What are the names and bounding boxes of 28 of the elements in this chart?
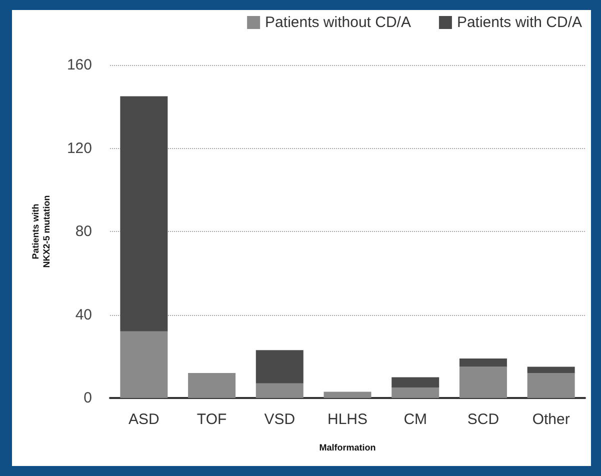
x-tick-label: SCD — [467, 411, 500, 428]
y-tick-label: 120 — [66, 140, 92, 157]
y-tick-label: 0 — [84, 390, 92, 406]
bar — [459, 366, 507, 398]
legend-label: Patients with CD/A — [456, 14, 582, 31]
x-tick-label: VSD — [264, 411, 296, 428]
bar — [256, 383, 304, 398]
bar — [324, 392, 372, 398]
bar — [527, 366, 575, 374]
y-tick-label: 80 — [75, 223, 92, 240]
x-axis-title: Malformation — [319, 442, 376, 452]
x-tick-label: HLHS — [327, 411, 368, 428]
x-tick-label: Other — [532, 411, 570, 428]
y-tick-label: 40 — [75, 306, 92, 324]
y-axis-title: Patients with NKX2-5 mutation — [30, 195, 52, 268]
x-tick-label: TOF — [196, 411, 227, 428]
bar — [120, 331, 168, 398]
y-tick-label: 160 — [66, 56, 92, 74]
bar — [188, 373, 236, 398]
x-tick-label: ASD — [128, 411, 160, 428]
bar — [527, 373, 575, 398]
bar — [392, 377, 440, 388]
bar — [256, 350, 304, 384]
legend-label: Patients without CD/A — [265, 14, 411, 31]
x-tick-label: CM — [404, 411, 428, 428]
bar — [459, 358, 507, 367]
bar — [120, 96, 168, 332]
bar — [392, 388, 440, 398]
